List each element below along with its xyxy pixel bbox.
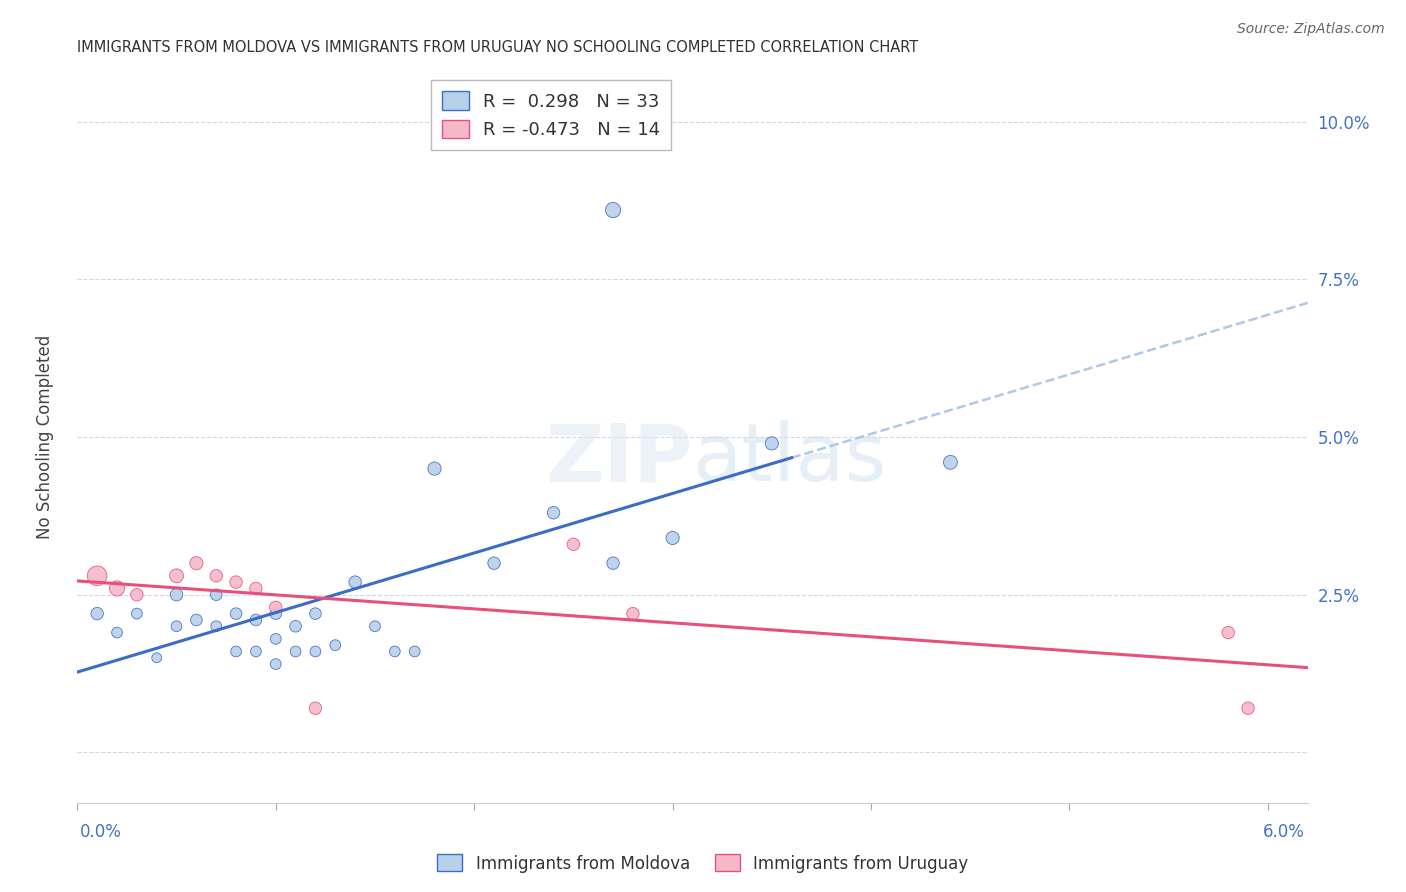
- Point: [264, 632, 287, 646]
- Point: [245, 582, 267, 596]
- Point: [602, 203, 624, 218]
- Point: [225, 607, 247, 621]
- Point: [245, 644, 267, 658]
- Text: atlas: atlas: [693, 420, 887, 498]
- Text: Source: ZipAtlas.com: Source: ZipAtlas.com: [1237, 22, 1385, 37]
- Point: [423, 461, 446, 475]
- Point: [186, 613, 208, 627]
- Point: [284, 619, 307, 633]
- Legend: R =  0.298   N = 33, R = -0.473   N = 14: R = 0.298 N = 33, R = -0.473 N = 14: [430, 80, 671, 150]
- Point: [304, 607, 326, 621]
- Legend: Immigrants from Moldova, Immigrants from Uruguay: Immigrants from Moldova, Immigrants from…: [430, 847, 976, 880]
- Point: [205, 569, 228, 583]
- Point: [602, 556, 624, 570]
- Point: [264, 600, 287, 615]
- Point: [344, 575, 367, 590]
- Point: [245, 613, 267, 627]
- Point: [562, 537, 585, 551]
- Text: ZIP: ZIP: [546, 420, 693, 498]
- Point: [404, 644, 426, 658]
- Point: [482, 556, 505, 570]
- Point: [166, 588, 188, 602]
- Text: 6.0%: 6.0%: [1263, 822, 1305, 840]
- Point: [225, 575, 247, 590]
- Text: IMMIGRANTS FROM MOLDOVA VS IMMIGRANTS FROM URUGUAY NO SCHOOLING COMPLETED CORREL: IMMIGRANTS FROM MOLDOVA VS IMMIGRANTS FR…: [77, 40, 918, 55]
- Point: [1237, 701, 1260, 715]
- Point: [621, 607, 644, 621]
- Point: [264, 607, 287, 621]
- Point: [105, 625, 128, 640]
- Point: [166, 619, 188, 633]
- Point: [384, 644, 406, 658]
- Point: [186, 556, 208, 570]
- Point: [364, 619, 387, 633]
- Point: [205, 619, 228, 633]
- Point: [543, 506, 565, 520]
- Point: [304, 644, 326, 658]
- Point: [225, 644, 247, 658]
- Point: [145, 650, 167, 665]
- Point: [86, 569, 108, 583]
- Point: [105, 582, 128, 596]
- Point: [661, 531, 683, 545]
- Point: [939, 455, 962, 469]
- Point: [166, 569, 188, 583]
- Point: [264, 657, 287, 671]
- Point: [1218, 625, 1240, 640]
- Point: [761, 436, 783, 450]
- Point: [205, 588, 228, 602]
- Point: [86, 607, 108, 621]
- Text: 0.0%: 0.0%: [80, 822, 122, 840]
- Point: [125, 588, 148, 602]
- Y-axis label: No Schooling Completed: No Schooling Completed: [35, 335, 53, 539]
- Point: [304, 701, 326, 715]
- Point: [125, 607, 148, 621]
- Point: [284, 644, 307, 658]
- Point: [323, 638, 346, 652]
